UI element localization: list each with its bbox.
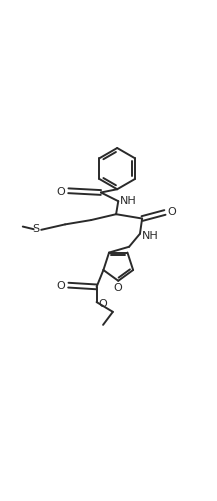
Text: O: O	[57, 280, 66, 290]
Text: NH: NH	[120, 196, 137, 206]
Text: O: O	[56, 186, 65, 196]
Text: NH: NH	[142, 231, 159, 241]
Text: O: O	[98, 298, 107, 308]
Text: O: O	[114, 283, 122, 292]
Text: S: S	[32, 224, 39, 234]
Text: O: O	[168, 206, 176, 216]
